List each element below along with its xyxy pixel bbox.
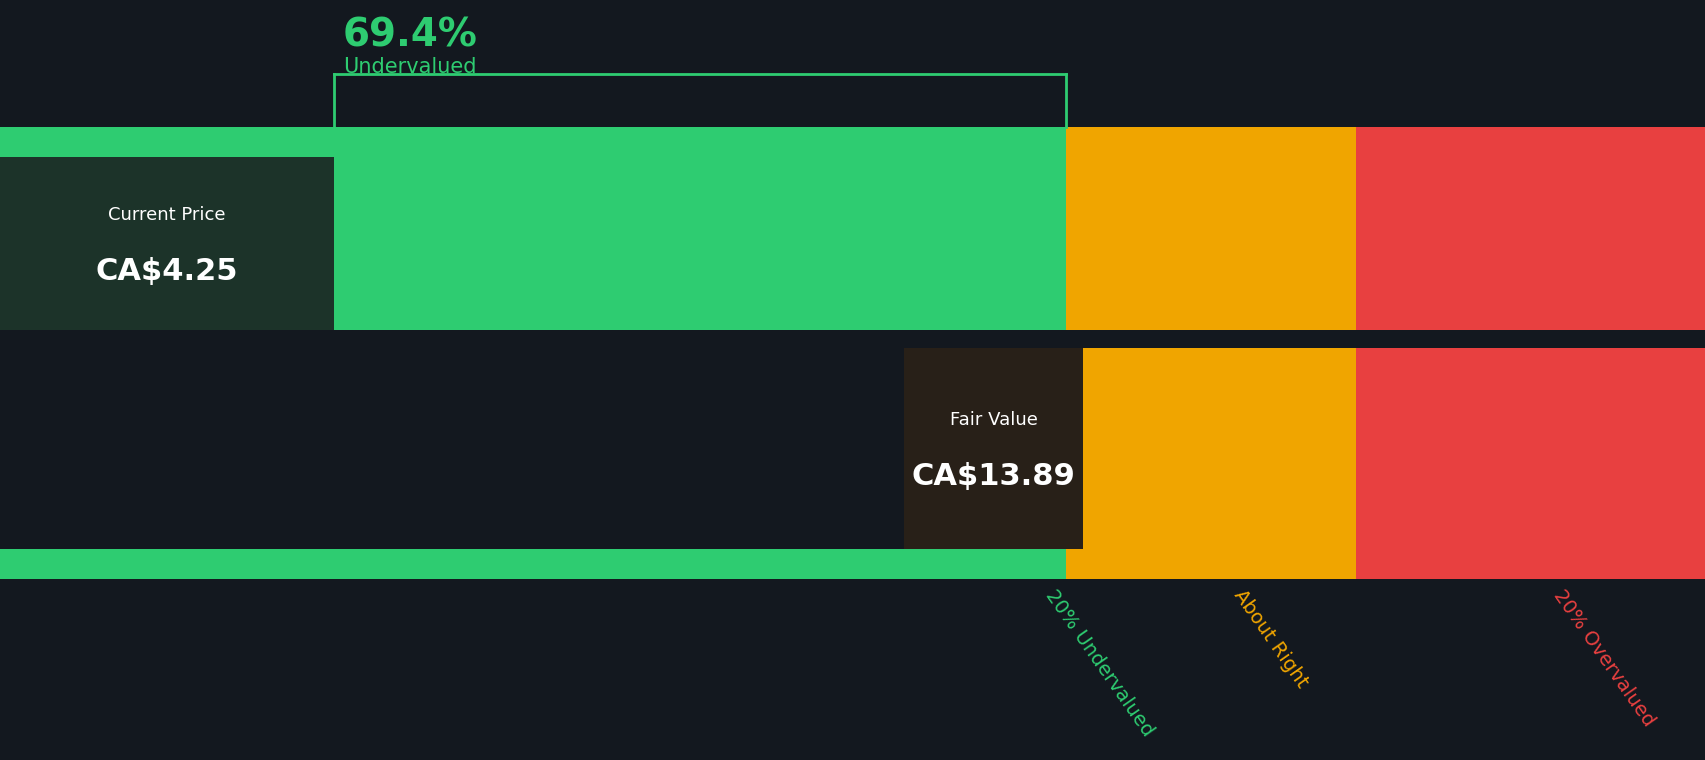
Text: About Right: About Right (1229, 586, 1311, 691)
Text: 20% Overvalued: 20% Overvalued (1548, 586, 1657, 730)
Bar (0, 127, 1066, 157)
Bar (1355, 157, 1705, 330)
Text: Undervalued: Undervalued (343, 57, 476, 77)
Bar (1066, 347, 1355, 549)
Bar (1355, 347, 1705, 549)
Bar (0, 347, 1066, 549)
Bar (1355, 127, 1705, 157)
Text: CA$13.89: CA$13.89 (910, 462, 1076, 491)
Bar (1066, 127, 1355, 157)
Bar (904, 347, 1083, 549)
Bar (0, 549, 1066, 579)
Bar (1066, 157, 1355, 330)
Bar (1066, 549, 1355, 579)
Text: CA$4.25: CA$4.25 (95, 257, 239, 286)
Text: Current Price: Current Price (109, 206, 225, 224)
Bar (0, 157, 334, 330)
Text: 69.4%: 69.4% (343, 16, 477, 54)
Bar (334, 157, 1066, 330)
Text: Fair Value: Fair Value (950, 411, 1037, 429)
Text: 20% Undervalued: 20% Undervalued (1042, 586, 1158, 739)
Bar (1355, 549, 1705, 579)
